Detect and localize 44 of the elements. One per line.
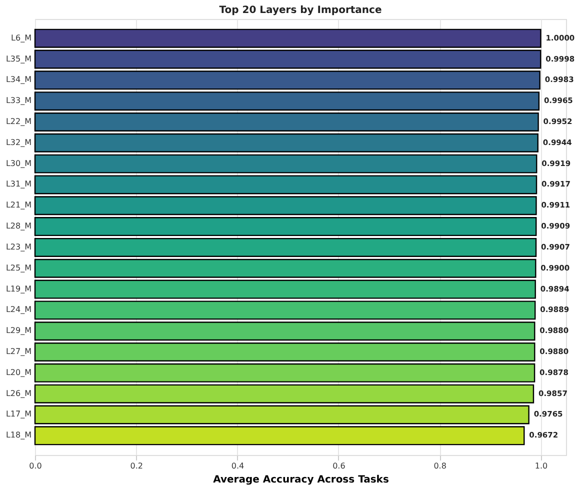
y-tick-label: L20_M [6,368,32,377]
y-tick-label: L27_M [6,347,32,356]
bar [34,70,540,90]
y-tick-label: L17_M [6,410,32,419]
y-tick-label: L6_M [11,33,32,42]
bar [34,363,536,382]
y-tick-label: L31_M [6,180,32,189]
bar [34,342,536,362]
x-tick-label: 0.2 [130,462,144,470]
y-tick-label: L26_M [6,388,32,398]
y-tick-label: L30_M [6,158,32,168]
x-tick-label: 0.8 [434,462,446,470]
bar [34,426,525,446]
bar [34,238,537,257]
y-tick-label: L18_M [6,430,32,440]
bar [34,50,542,69]
y-tick-label: L25_M [6,263,32,272]
y-tick-label: L24_M [6,305,32,314]
y-tick-label: L23_M [6,242,32,252]
bar [34,322,536,341]
y-tick-label: L29_M [6,326,32,336]
y-tick-label: L35_M [6,54,32,64]
y-tick-label: L28_M [6,222,32,231]
x-tick-label: 0.0 [29,462,42,470]
y-tick-label: L33_M [6,96,32,106]
x-tick-label: 0.6 [332,462,346,470]
bar [34,92,540,111]
chart-title: Top 20 Layers by Importance [219,5,382,16]
x-axis-title: Average Accuracy Across Tasks [213,474,389,486]
bar [34,196,537,216]
y-tick-label: L21_M [6,200,32,210]
bar [34,133,538,152]
bar [34,384,534,404]
y-tick-label: L19_M [6,284,32,294]
y-tick-label: L34_M [6,75,32,84]
bar [34,28,542,48]
y-tick-label: L32_M [6,138,32,147]
bar [34,258,536,278]
bar [34,112,539,132]
bar [34,217,537,236]
y-tick-label: L22_M [6,116,32,126]
x-tick-label: 0.4 [231,462,244,470]
x-tick-label: 1.0 [534,462,548,470]
bar [34,405,530,424]
